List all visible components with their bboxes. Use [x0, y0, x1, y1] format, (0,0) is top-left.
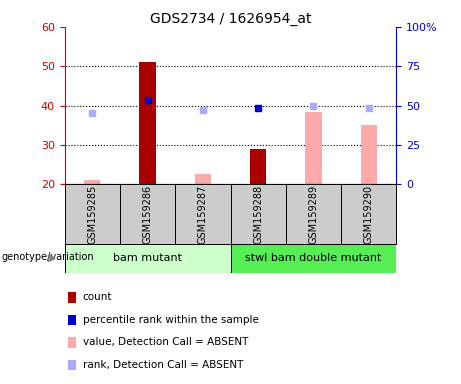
- Bar: [68, 360, 76, 371]
- Text: stwl bam double mutant: stwl bam double mutant: [245, 253, 382, 263]
- Bar: [68, 292, 76, 303]
- Bar: [120, 184, 175, 244]
- Bar: [65, 244, 230, 273]
- Text: GSM159286: GSM159286: [142, 185, 153, 243]
- Text: GSM159289: GSM159289: [308, 185, 319, 243]
- Text: GSM159287: GSM159287: [198, 184, 208, 244]
- Bar: [286, 184, 341, 244]
- Bar: [84, 180, 100, 184]
- Bar: [65, 184, 120, 244]
- Bar: [139, 62, 156, 184]
- Bar: [68, 337, 76, 348]
- Text: genotype/variation: genotype/variation: [1, 252, 94, 262]
- Bar: [230, 244, 396, 273]
- Bar: [341, 184, 396, 244]
- Bar: [250, 149, 266, 184]
- Bar: [230, 184, 286, 244]
- Bar: [305, 111, 322, 184]
- Title: GDS2734 / 1626954_at: GDS2734 / 1626954_at: [150, 12, 311, 26]
- Text: value, Detection Call = ABSENT: value, Detection Call = ABSENT: [83, 338, 248, 348]
- Bar: [68, 314, 76, 325]
- Text: GSM159285: GSM159285: [87, 184, 97, 244]
- Text: GSM159290: GSM159290: [364, 185, 374, 243]
- Text: percentile rank within the sample: percentile rank within the sample: [83, 315, 259, 325]
- Text: GSM159288: GSM159288: [253, 185, 263, 243]
- Bar: [175, 184, 230, 244]
- Text: bam mutant: bam mutant: [113, 253, 182, 263]
- Bar: [361, 125, 377, 184]
- Text: rank, Detection Call = ABSENT: rank, Detection Call = ABSENT: [83, 360, 243, 370]
- Bar: [195, 174, 211, 184]
- Text: count: count: [83, 292, 112, 302]
